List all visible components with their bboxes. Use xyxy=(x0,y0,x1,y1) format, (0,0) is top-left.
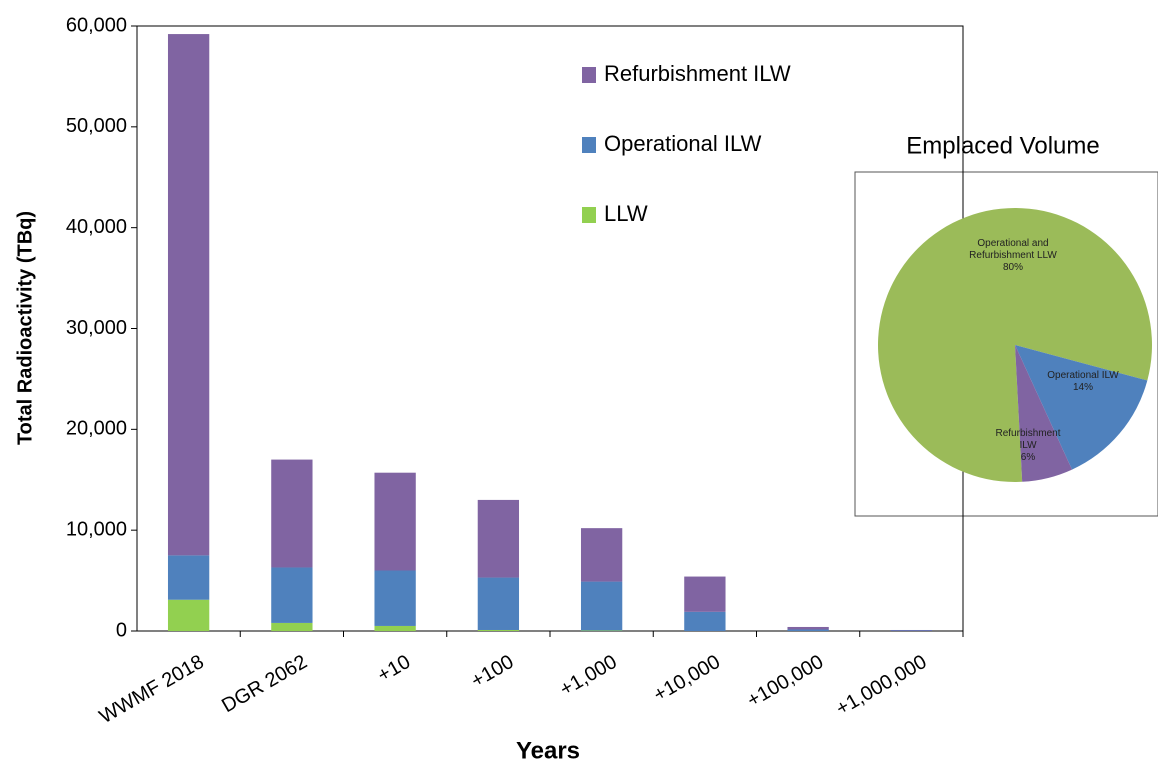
bar-segment xyxy=(374,472,416,571)
y-tick-label: 50,000 xyxy=(66,115,127,137)
pie-label: Operational ILW 14% xyxy=(1033,370,1133,394)
y-tick-label: 60,000 xyxy=(66,14,127,36)
x-tick-label: +10 xyxy=(374,651,414,687)
y-tick-label: 40,000 xyxy=(66,216,127,238)
legend-label: LLW xyxy=(604,201,648,226)
bar-segment xyxy=(787,629,829,631)
x-tick-label: +1,000,000 xyxy=(832,651,930,720)
bar-segment xyxy=(684,576,726,612)
y-tick-label: 20,000 xyxy=(66,418,127,440)
pie-label-value: 14% xyxy=(1072,382,1093,393)
pie-label-name: Operational ILW xyxy=(1047,370,1119,381)
pie-slice xyxy=(1015,345,1148,470)
x-tick-label: +10,000 xyxy=(650,651,724,706)
pie-slice xyxy=(1015,345,1073,482)
x-tick-label: +100 xyxy=(467,651,517,693)
bar-segment xyxy=(580,581,623,631)
bar-segment xyxy=(271,459,313,568)
bar-segment xyxy=(787,626,829,630)
bar-segment xyxy=(580,528,623,582)
pie-label: Operational and Refurbishment LLW 80% xyxy=(958,238,1068,274)
legend-label: Operational ILW xyxy=(604,131,762,156)
bar-segment xyxy=(477,577,520,630)
x-axis-title: Years xyxy=(516,737,580,764)
y-axis-title: Total Radioactivity (TBq) xyxy=(14,211,36,445)
pie-title: Emplaced Volume xyxy=(906,132,1099,159)
bar-segment xyxy=(374,625,416,631)
y-tick-label: 30,000 xyxy=(66,317,127,339)
bar-segment xyxy=(684,611,726,631)
pie-label-value: 6% xyxy=(1020,452,1036,463)
pie-label: Refurbishment ILW 6% xyxy=(988,428,1068,464)
plot-frame xyxy=(136,25,964,632)
x-tick-label: WWMF 2018 xyxy=(96,651,208,728)
legend-swatch xyxy=(582,67,596,83)
bar-segment xyxy=(167,555,210,600)
y-tick-label: 0 xyxy=(116,619,127,641)
y-tick-label: 10,000 xyxy=(66,518,127,540)
bar-segment xyxy=(890,630,933,631)
bar-segment xyxy=(580,630,623,631)
x-tick-label: DGR 2062 xyxy=(218,651,311,717)
bar-segment xyxy=(271,622,313,631)
pie-label-name: Refurbishment ILW xyxy=(995,428,1061,451)
bar-segment xyxy=(271,567,313,623)
bar-segment xyxy=(890,629,933,631)
legend-swatch xyxy=(582,207,596,223)
bar-segment xyxy=(374,570,416,626)
pie-label-value: 80% xyxy=(1002,262,1023,273)
bar-segment xyxy=(477,629,520,631)
legend-label: Refurbishment ILW xyxy=(604,61,791,86)
pie-label-name: Operational and Refurbishment LLW xyxy=(969,238,1057,261)
legend-swatch xyxy=(582,137,596,153)
bar-segment xyxy=(167,599,210,631)
bar-segment xyxy=(167,34,210,556)
x-tick-label: +100,000 xyxy=(744,651,828,712)
x-tick-label: +1,000 xyxy=(556,651,620,701)
bar-segment xyxy=(477,499,520,578)
